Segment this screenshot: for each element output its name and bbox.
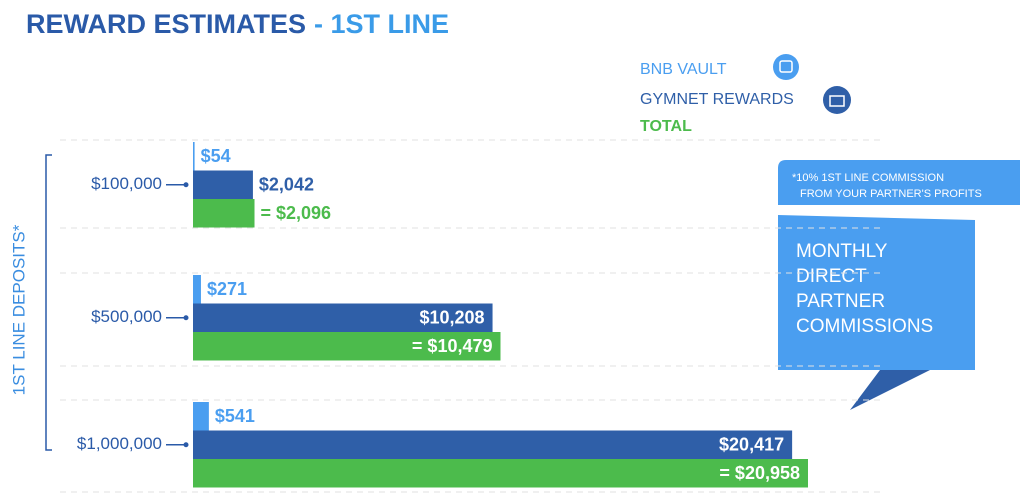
- bar: [193, 199, 255, 228]
- callout-box: [778, 215, 975, 370]
- chart-title-group: REWARD ESTIMATES - 1ST LINE: [26, 9, 449, 39]
- legend-icon: [823, 86, 851, 114]
- legend-label: TOTAL: [640, 118, 692, 135]
- y-axis-label: 1ST LINE DEPOSITS*: [9, 224, 28, 395]
- y-tick-label: $100,000: [91, 174, 162, 193]
- axis-bracket: [45, 154, 52, 451]
- legend-icon: [773, 54, 799, 80]
- pointer-dot: [183, 442, 189, 448]
- bar: [193, 170, 253, 199]
- value-label: $10,208: [419, 308, 484, 328]
- legend-label: BNB VAULT: [640, 61, 727, 78]
- legend-icon-glyph: [829, 95, 845, 107]
- note-box: [778, 160, 1020, 205]
- value-label: $54: [201, 146, 231, 166]
- value-label: $2,042: [259, 175, 314, 195]
- bar: [193, 142, 195, 171]
- value-label: $541: [215, 406, 255, 426]
- bar: [193, 459, 808, 488]
- pointer-dot: [183, 182, 189, 188]
- chart-subtitle: - 1ST LINE: [314, 9, 449, 39]
- bar: [193, 430, 793, 459]
- y-tick-label: $1,000,000: [77, 434, 162, 453]
- callout-text: DIRECT: [796, 266, 867, 287]
- callout-text: PARTNER: [796, 291, 885, 312]
- bar: [193, 275, 201, 304]
- pointer-dot: [183, 315, 189, 321]
- note-text: FROM YOUR PARTNER'S PROFITS: [800, 188, 982, 200]
- callout-tail: [850, 370, 930, 410]
- callout-text: COMMISSIONS: [796, 316, 933, 337]
- callout-text: MONTHLY: [796, 241, 888, 262]
- bar: [193, 303, 493, 332]
- value-label: = $20,958: [719, 463, 800, 483]
- note-text: *10% 1ST LINE COMMISSION: [792, 172, 944, 184]
- legend-label: GYMNET REWARDS: [640, 91, 794, 108]
- bar: [193, 402, 209, 431]
- legend-icon-glyph: [779, 60, 793, 73]
- chart-title: REWARD ESTIMATES: [26, 9, 306, 39]
- value-label: = $10,479: [412, 336, 493, 356]
- bar: [193, 332, 501, 361]
- value-label: $20,417: [719, 435, 784, 455]
- y-tick-label: $500,000: [91, 307, 162, 326]
- value-label: = $2,096: [261, 203, 332, 223]
- value-label: $271: [207, 279, 247, 299]
